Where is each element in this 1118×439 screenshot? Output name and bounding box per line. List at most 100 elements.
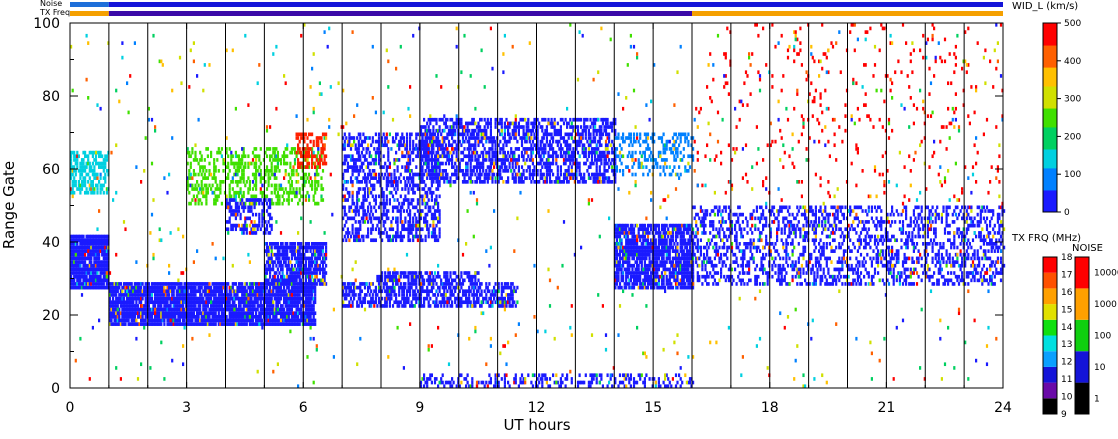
cell (93, 238, 96, 243)
cell (412, 143, 415, 148)
cell (248, 285, 251, 290)
cell (298, 285, 301, 290)
cell (248, 205, 251, 210)
cell (71, 183, 74, 188)
cell (216, 300, 219, 305)
cell (93, 256, 96, 261)
cell (437, 238, 440, 243)
cell (360, 161, 363, 166)
cell (157, 311, 160, 316)
cell (98, 154, 101, 159)
cell (175, 282, 178, 286)
cell (373, 161, 376, 166)
cell (348, 209, 351, 213)
cell (74, 169, 77, 173)
cell (438, 117, 441, 122)
cell (385, 165, 388, 169)
cell (497, 158, 500, 162)
cell (311, 183, 314, 188)
cell (231, 296, 234, 301)
cell (536, 150, 539, 155)
cell (155, 315, 158, 319)
cell (348, 143, 351, 148)
cell (88, 187, 91, 191)
cell (199, 307, 202, 312)
cell (255, 165, 258, 169)
cell (311, 150, 314, 155)
cell (225, 201, 228, 206)
cell (566, 125, 569, 129)
cell (306, 300, 309, 305)
cell (415, 165, 418, 169)
cell (287, 304, 290, 308)
cell (419, 212, 423, 217)
cell (265, 311, 269, 316)
cell (237, 318, 241, 323)
cell (253, 282, 256, 286)
cell (387, 183, 390, 188)
cell (90, 169, 93, 173)
cell (572, 161, 575, 166)
cell (373, 198, 376, 202)
cell (307, 194, 311, 199)
cell (398, 143, 401, 148)
cell (427, 128, 430, 133)
cell (390, 183, 393, 188)
cell (213, 165, 216, 169)
cell (90, 271, 93, 275)
cell (242, 154, 245, 159)
cell (298, 190, 301, 195)
cell (264, 271, 267, 275)
cell (354, 169, 357, 173)
cell (555, 161, 558, 166)
cell (174, 304, 177, 308)
cell (446, 147, 449, 151)
cell (140, 304, 143, 308)
cell (140, 289, 143, 294)
cell (303, 315, 306, 319)
cell (237, 311, 241, 316)
cell (149, 289, 152, 294)
cell (412, 158, 415, 162)
cell (119, 282, 122, 286)
cell (348, 132, 351, 137)
cell (203, 285, 206, 290)
cell (426, 190, 429, 195)
cell (255, 194, 258, 199)
cell (401, 205, 404, 210)
cell (276, 242, 279, 246)
cell (564, 154, 567, 159)
cell (182, 318, 185, 323)
cell (73, 169, 76, 173)
cell (241, 176, 244, 180)
cell (415, 147, 418, 151)
cell (206, 187, 209, 191)
cell (248, 289, 251, 294)
cell (541, 158, 544, 162)
cell (102, 274, 105, 279)
cell (279, 274, 283, 279)
cell (194, 198, 197, 202)
cell (454, 147, 457, 151)
cell (353, 216, 356, 221)
cell (489, 161, 492, 166)
cell (228, 201, 231, 206)
cell (79, 285, 82, 290)
cell (202, 311, 205, 316)
cell (230, 209, 233, 213)
cell (469, 176, 472, 180)
cell (186, 293, 189, 297)
cell (469, 172, 472, 177)
cell (88, 282, 91, 286)
cell (189, 183, 192, 188)
cell (219, 293, 222, 297)
cell (82, 267, 85, 272)
cell (85, 282, 88, 286)
cell (135, 285, 138, 290)
cell (206, 289, 209, 294)
cell (259, 282, 262, 286)
cell (84, 169, 87, 173)
cell (269, 274, 272, 279)
cell (138, 282, 141, 286)
cell (433, 209, 437, 213)
